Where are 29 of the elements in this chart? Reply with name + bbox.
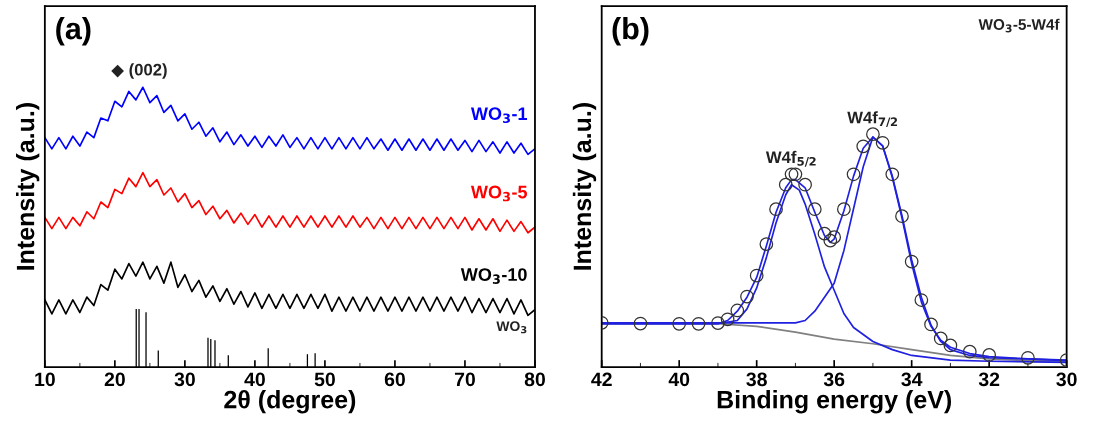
x-tick-label: 38: [746, 372, 767, 387]
series-label: WO$_{3}$-10: [460, 268, 527, 284]
series-label: WO$_{3}$-5: [470, 185, 528, 202]
x-tick-label: 30: [174, 372, 195, 387]
x-tick-label: 30: [1056, 372, 1077, 387]
x-axis-title: Binding energy (eV): [717, 390, 952, 414]
x-tick-label: 80: [524, 372, 545, 387]
y-axis-title: Intensity (a.u.): [572, 103, 597, 270]
x-tick-label: 32: [978, 372, 1000, 387]
x-axis-title: 2θ (degree): [224, 390, 356, 414]
y-axis-title: Intensity (a.u.): [15, 103, 40, 270]
x-tick-label: 60: [384, 372, 405, 387]
text: (a): [56, 16, 91, 46]
annotation: W4f$_{7/2}$: [847, 111, 898, 128]
text: (b): [612, 16, 649, 46]
x-tick-label: 20: [104, 372, 125, 387]
x-tick-label: 36: [823, 372, 845, 387]
x-tick-label: 40: [244, 372, 265, 387]
x-tick-label: 34: [901, 372, 923, 387]
x-tick-label: 70: [454, 372, 475, 387]
x-tick-label: 42: [591, 372, 612, 387]
x-tick-label: 50: [314, 372, 335, 387]
annotation: WO$_{3}$: [496, 321, 527, 334]
annotation: ◆ (002): [111, 63, 167, 79]
series-label: WO$_{3}$-1: [470, 107, 528, 124]
annotation: W4f$_{5/2}$: [765, 150, 816, 167]
text: WO$_{3}$-5-W4f: [978, 18, 1060, 33]
x-tick-label: 40: [668, 372, 690, 387]
x-tick-label: 10: [35, 372, 55, 387]
